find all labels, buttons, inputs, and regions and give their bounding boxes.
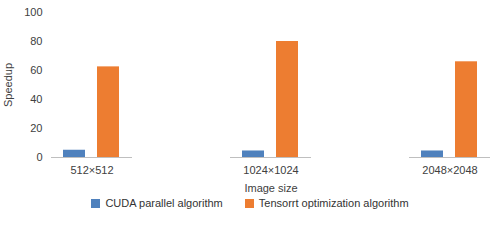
svg-text:2048×2048: 2048×2048: [422, 164, 477, 176]
html-text:Tensorrt optimization algorith: Tensorrt optimization algorithm: [258, 197, 409, 209]
svg-text:Speedup: Speedup: [2, 63, 14, 107]
svg-text:20: 20: [30, 122, 42, 134]
svg-text:80: 80: [30, 35, 42, 47]
svg-text:60: 60: [30, 64, 42, 76]
html-text:CUDA parallel algorithm: CUDA parallel algorithm: [105, 197, 223, 209]
svg-text:512×512: 512×512: [70, 164, 113, 176]
svg-text:1024×1024: 1024×1024: [243, 164, 298, 176]
svg-text:0: 0: [36, 151, 42, 163]
svg-text:Image size: Image size: [244, 182, 297, 194]
svg-text:100: 100: [24, 6, 42, 18]
svg-text:40: 40: [30, 93, 42, 105]
